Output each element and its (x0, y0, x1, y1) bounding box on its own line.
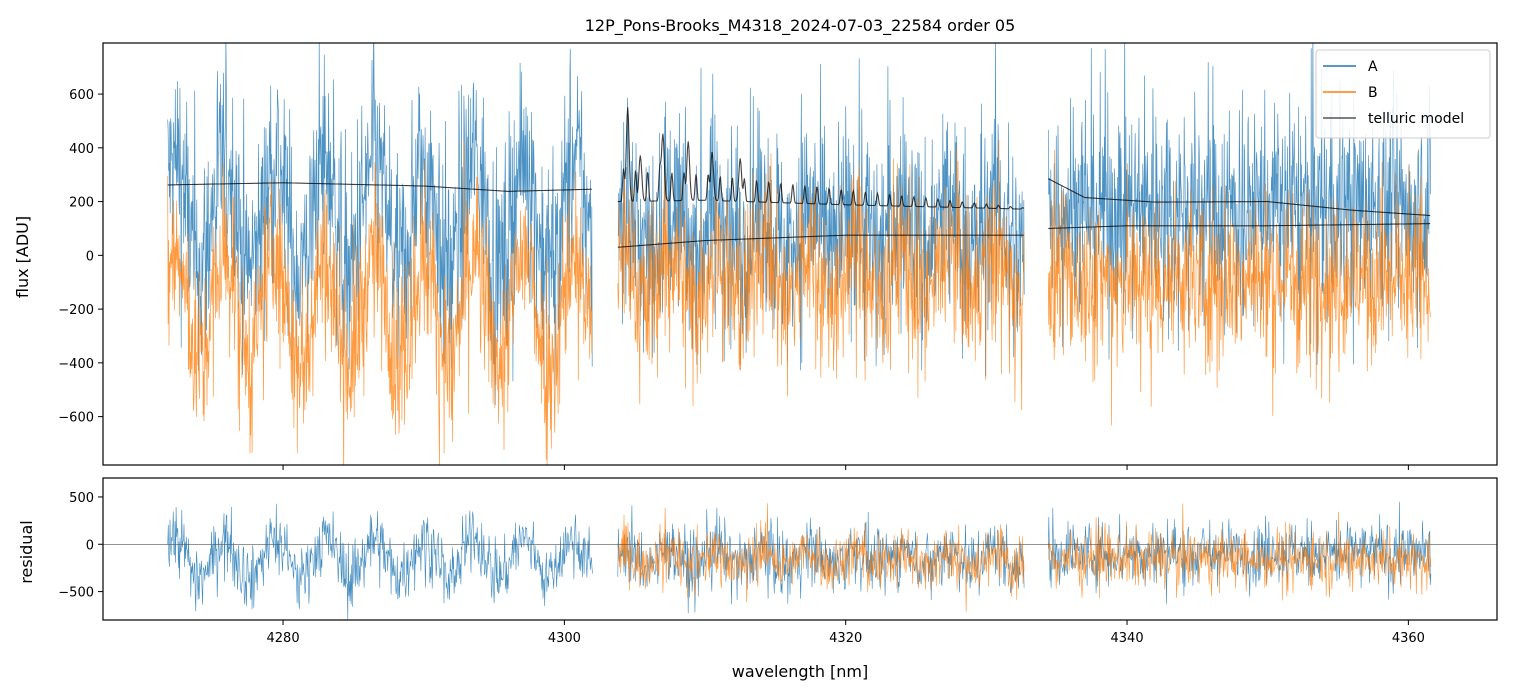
telluric-model-a-line (167, 182, 592, 192)
flux-ytick-label: 200 (69, 196, 94, 211)
telluric-model-b-line (1048, 223, 1431, 230)
xtick-label: 4360 (1392, 631, 1425, 646)
flux-ytick-label: 400 (69, 142, 94, 157)
series-b-line (167, 140, 593, 465)
flux-axes-frame (102, 42, 1498, 466)
residual-a-line (167, 503, 593, 620)
flux-ytick-label: −600 (58, 411, 94, 426)
series-b-line (1047, 149, 1431, 426)
flux-panel: −600 −400 −200 0 200 400 600 flux [ADU] A B te… (13, 42, 1498, 470)
telluric-model-a-line (1048, 178, 1431, 217)
legend-label-b: B (1368, 85, 1378, 101)
legend-box (1315, 49, 1491, 139)
residual-ylabel: residual (17, 520, 36, 583)
residual-b-line (617, 503, 1025, 612)
legend-label-a: A (1368, 59, 1378, 75)
residual-ytick-label: 500 (69, 491, 94, 506)
series-a-line (167, 43, 593, 406)
residual-a-line (1048, 501, 1432, 604)
flux-ytick-label: 600 (69, 88, 94, 103)
flux-ylabel: flux [ADU] (13, 216, 32, 298)
series-b-line (617, 139, 1025, 411)
xtick-label: 4300 (548, 631, 581, 646)
residual-ytick-label: 0 (86, 538, 94, 553)
xtick-label: 4280 (267, 631, 300, 646)
residual-b-line (1048, 503, 1432, 601)
xlabel: wavelength [nm] (732, 662, 869, 681)
flux-ytick-label: 0 (86, 249, 94, 264)
telluric-model-a-line (617, 107, 1025, 210)
chart-title: 12P_Pons-Brooks_M4318_2024-07-03_22584 o… (585, 16, 1016, 36)
legend-label-telluric: telluric model (1368, 111, 1464, 127)
xtick-label: 4340 (1111, 631, 1144, 646)
xtick-label: 4320 (829, 631, 862, 646)
residual-panel: −500 0 500 4280 4300 4320 4340 4360 residual w… (17, 477, 1498, 681)
residual-axes-frame (102, 477, 1498, 621)
flux-ytick-label: −400 (58, 357, 94, 372)
legend: A B telluric model (1315, 49, 1491, 139)
residual-ytick-label: −500 (58, 586, 94, 601)
flux-ytick-label: −200 (58, 303, 94, 318)
telluric-model-b-line (617, 234, 1024, 248)
